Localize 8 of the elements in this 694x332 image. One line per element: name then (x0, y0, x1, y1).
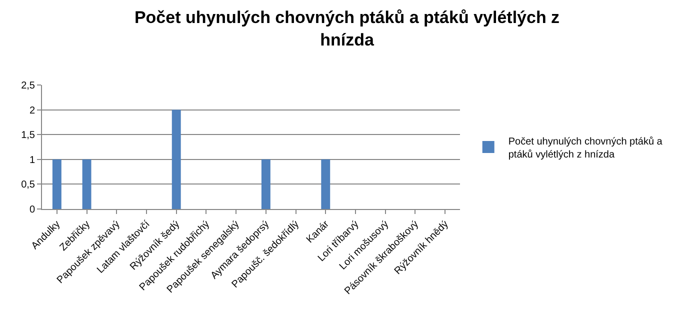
legend-label: Počet uhynulých chovných ptáků a ptáků vylétlých z hnízda (508, 135, 663, 160)
y-tick-label: 1 (29, 154, 36, 166)
y-tick-label: 2 (29, 105, 36, 116)
y-tick-label: 1,5 (21, 130, 36, 142)
y-tick-label: 0,5 (21, 180, 36, 191)
y-tick-label: 0 (29, 204, 36, 216)
y-tick-label: 2,5 (21, 80, 36, 92)
chart-title: Počet uhynulých chovných ptáků a ptáků vylétlých z hnízda (134, 8, 560, 50)
